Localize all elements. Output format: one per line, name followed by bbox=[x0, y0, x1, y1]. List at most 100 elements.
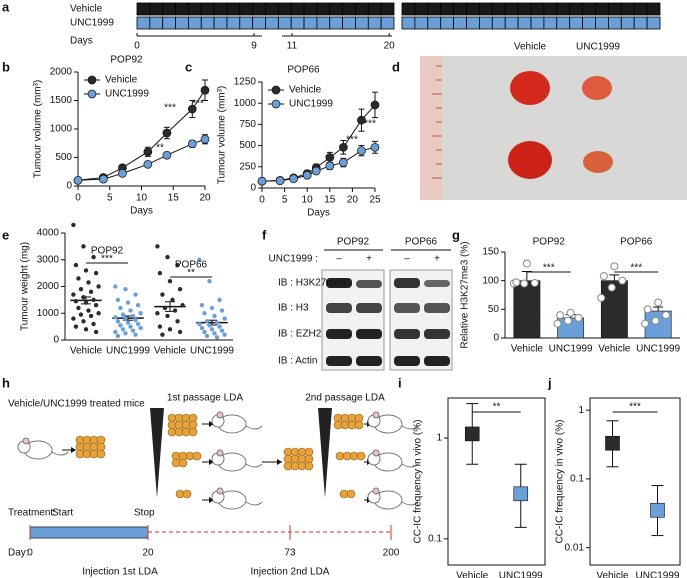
data-point bbox=[160, 332, 165, 337]
group-label: POP66 bbox=[620, 237, 653, 248]
x-tick-label: 5 bbox=[107, 193, 113, 204]
schedule-cell bbox=[466, 2, 480, 16]
blot-sign: + bbox=[366, 254, 372, 265]
schedule-cell bbox=[582, 2, 596, 16]
tumour bbox=[508, 141, 552, 179]
data-point bbox=[175, 319, 180, 324]
panel-label: c bbox=[185, 59, 192, 74]
panel-label: d bbox=[392, 59, 400, 74]
data-point bbox=[214, 335, 220, 340]
data-point bbox=[212, 331, 217, 336]
point bbox=[325, 153, 335, 162]
plot-frame bbox=[447, 397, 546, 566]
significance: *** bbox=[629, 402, 641, 413]
data-point bbox=[162, 305, 168, 311]
blot-sign: + bbox=[434, 254, 440, 265]
schedule-cell bbox=[367, 16, 382, 30]
point bbox=[357, 146, 366, 156]
schedule-cell bbox=[504, 2, 519, 16]
data-point bbox=[91, 254, 96, 260]
data-point bbox=[128, 324, 133, 329]
data-point bbox=[199, 303, 205, 308]
mouse bbox=[17, 437, 69, 460]
schematic-label: Day: bbox=[8, 548, 29, 559]
schematic-label: Injection 1st LDA bbox=[82, 567, 158, 578]
y-tick-label: 250 bbox=[239, 161, 256, 172]
y-tick-label: 150 bbox=[482, 247, 499, 258]
mouse-ear bbox=[216, 411, 224, 419]
data-point bbox=[135, 321, 141, 327]
schedule-cell bbox=[517, 16, 532, 30]
x-tick-label: UNC1999 bbox=[636, 571, 680, 578]
data-point bbox=[197, 257, 202, 262]
data-point bbox=[86, 280, 91, 285]
y-tick-label: 1500 bbox=[50, 95, 73, 106]
data-point bbox=[123, 316, 128, 321]
data-point bbox=[113, 315, 118, 320]
data-point bbox=[654, 298, 663, 307]
panel-label: g bbox=[452, 227, 460, 242]
annotation: ** bbox=[156, 143, 164, 154]
y-tick-label: 0 bbox=[53, 335, 59, 346]
data-point bbox=[556, 311, 565, 320]
schedule-cell bbox=[226, 16, 241, 30]
tumour bbox=[582, 76, 612, 100]
data-point bbox=[81, 244, 86, 249]
data-point bbox=[651, 316, 660, 325]
schedule-cell bbox=[162, 2, 176, 16]
schedule-cell bbox=[213, 2, 228, 16]
arrow-head bbox=[209, 459, 214, 465]
y-tick-label: 50 bbox=[488, 304, 500, 315]
schedule-cell bbox=[265, 16, 279, 30]
mouse bbox=[211, 411, 263, 434]
schedule-row-label: Vehicle bbox=[70, 4, 103, 15]
annotation: *** bbox=[164, 103, 176, 114]
group-label: POP66 bbox=[175, 260, 208, 271]
treatment-bar bbox=[29, 526, 149, 539]
x-tick-label: Vehicle bbox=[456, 571, 489, 578]
schedule-cell bbox=[556, 2, 571, 16]
y-tick-label: 1 bbox=[436, 433, 442, 444]
x-tick-label: 5 bbox=[282, 195, 288, 206]
x-tick-label: 20 bbox=[347, 195, 359, 206]
schedule-cell bbox=[355, 16, 369, 30]
schedule-cell bbox=[342, 16, 356, 30]
y-tick-label: 1000 bbox=[37, 308, 60, 319]
group-label: POP92 bbox=[533, 237, 566, 248]
schedule-cell bbox=[200, 2, 215, 16]
x-tick-label: 20 bbox=[199, 193, 211, 204]
x-tick-label: Vehicle bbox=[596, 571, 629, 578]
x-tick-label: 25 bbox=[369, 195, 381, 206]
schematic-label: Treatment: bbox=[8, 508, 56, 519]
data-point bbox=[133, 332, 138, 337]
point bbox=[289, 174, 298, 184]
mouse-tail bbox=[401, 425, 419, 430]
plot-frame bbox=[589, 397, 681, 566]
point bbox=[143, 147, 153, 157]
data-point bbox=[219, 308, 225, 313]
schedule-cell bbox=[329, 2, 344, 16]
cell bbox=[354, 420, 364, 430]
schedule-cell bbox=[239, 16, 254, 30]
data-point bbox=[71, 292, 76, 297]
schedule-cell bbox=[265, 2, 279, 16]
data-point bbox=[202, 329, 207, 335]
y-tick-label: 100 bbox=[482, 275, 499, 286]
schedule-cell bbox=[355, 2, 369, 16]
tumour bbox=[510, 71, 550, 105]
schedule-cell bbox=[608, 16, 622, 30]
data-point bbox=[130, 313, 136, 319]
data-point bbox=[93, 270, 99, 276]
data-point bbox=[115, 319, 121, 324]
schedule-cell bbox=[517, 2, 532, 16]
data-point bbox=[88, 313, 94, 319]
schematic-label: 1st passage LDA bbox=[167, 393, 243, 404]
blot-group: POP66 bbox=[405, 237, 438, 248]
photo-label: Vehicle bbox=[514, 42, 547, 53]
x-tick-label: UNC1999 bbox=[499, 571, 543, 578]
mouse-tail bbox=[245, 463, 263, 468]
mouse bbox=[211, 487, 263, 510]
mouse-ear bbox=[372, 449, 380, 457]
data-point bbox=[643, 305, 652, 314]
data-point bbox=[76, 276, 81, 281]
